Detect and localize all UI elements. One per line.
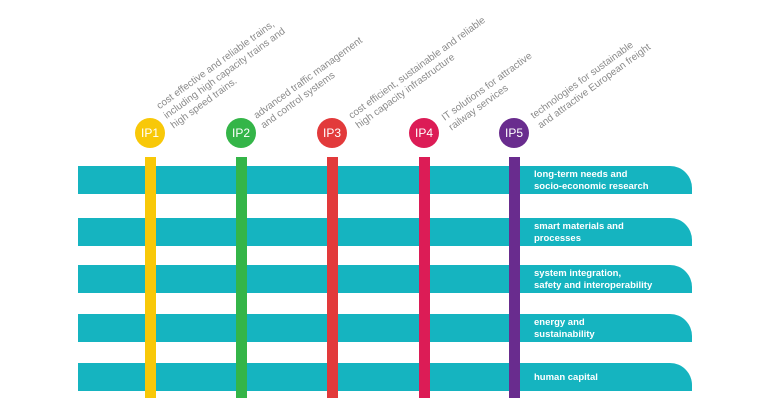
theme-band-3 [78,265,692,293]
ip3-badge-label: IP3 [322,126,341,140]
theme-label-2-line-2: processes [534,232,582,244]
ip5-description: technologies for sustainable and attract… [529,0,705,132]
ip2-bar [236,157,247,398]
ip5-description-line-2: and attractive European freight [535,41,654,132]
ip4-badge: IP4 [409,118,439,148]
ip1-bar [145,157,156,398]
theme-label-5-line-1: human capital [534,372,598,383]
theme-band-2 [78,218,692,246]
theme-label-4: energy and sustainability [534,317,684,340]
ip1-description: cost effective and reliable trains, incl… [155,0,338,132]
ip3-description: cost efficient, sustainable and reliable… [347,0,523,132]
theme-band-4 [78,314,692,342]
theme-label-3-line-2: safety and interoperability [534,279,653,291]
ip1-description-line-2: including high capacity trains and [161,25,288,122]
ip2-badge-label: IP2 [231,126,250,140]
ip5-bar [509,157,520,398]
theme-label-1-line-2: socio-economic research [534,180,649,192]
ip2-badge: IP2 [226,118,256,148]
theme-label-4-line-1: energy and [534,317,585,328]
theme-label-1-line-1: long-term needs and [534,169,628,180]
ip1-badge: IP1 [135,118,165,148]
ip4-bar [419,157,430,398]
ip4-badge-label: IP4 [414,126,433,140]
theme-label-4-line-2: sustainability [534,328,595,340]
theme-label-2: smart materials and processes [534,221,684,244]
theme-label-3-line-1: system integration, [534,268,622,279]
ip4-description-line-1: IT solutions for attractive [439,50,535,124]
theme-label-5: human capital [534,372,684,384]
theme-label-3: system integration, safety and interoper… [534,268,684,291]
ip3-bar [327,157,338,398]
ip5-badge-label: IP5 [504,126,523,140]
ip3-badge: IP3 [317,118,347,148]
ip1-badge-label: IP1 [140,126,159,140]
theme-band-5 [78,363,692,391]
theme-label-2-line-1: smart materials and [534,221,624,232]
ip5-badge: IP5 [499,118,529,148]
theme-label-1: long-term needs and socio-economic resea… [534,169,684,192]
theme-band-1 [78,166,692,194]
